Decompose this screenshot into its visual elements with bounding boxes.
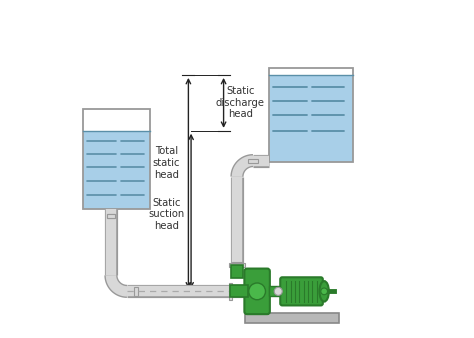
Bar: [107, 214, 115, 218]
Bar: [228, 283, 232, 300]
Bar: [248, 159, 258, 163]
Bar: [246, 313, 339, 323]
Bar: [83, 131, 150, 209]
Bar: [232, 262, 242, 266]
FancyBboxPatch shape: [280, 277, 323, 306]
Bar: [228, 263, 246, 267]
Text: Total
static
head: Total static head: [153, 146, 180, 180]
Circle shape: [249, 283, 265, 300]
Text: Static
suction
head: Static suction head: [148, 198, 185, 231]
Bar: [269, 75, 353, 162]
Bar: [269, 68, 353, 162]
Circle shape: [321, 288, 328, 295]
Text: Static
discharge
head: Static discharge head: [216, 86, 265, 120]
Bar: [269, 286, 279, 296]
Ellipse shape: [319, 281, 329, 301]
Bar: [83, 108, 150, 209]
FancyBboxPatch shape: [245, 269, 270, 314]
Bar: [134, 287, 138, 296]
Bar: [231, 265, 243, 278]
Bar: [107, 214, 115, 218]
Circle shape: [274, 287, 282, 295]
Bar: [230, 285, 248, 297]
